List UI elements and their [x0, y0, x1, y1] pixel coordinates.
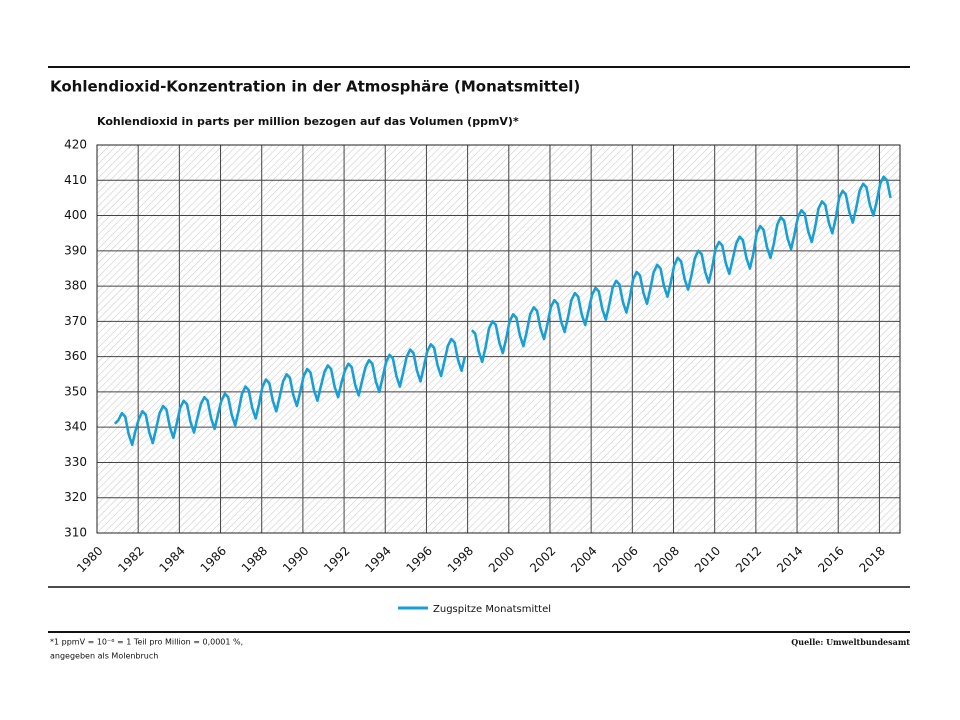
- source: Quelle: Umweltbundesamt: [791, 637, 910, 647]
- x-tick-label: 1998: [445, 544, 476, 575]
- x-tick-label: 2006: [609, 544, 640, 575]
- x-tick-label: 1990: [280, 544, 311, 575]
- chart-title: Kohlendioxid-Konzentration in der Atmosp…: [50, 78, 580, 96]
- x-tick-label: 2014: [774, 544, 805, 575]
- x-tick-label: 2008: [651, 544, 682, 575]
- x-tick-label: 1982: [115, 544, 146, 575]
- x-tick-label: 2012: [733, 544, 764, 575]
- x-tick-label: 2002: [527, 544, 558, 575]
- footnote: angegeben als Molenbruch: [50, 652, 158, 661]
- x-tick-label: 2016: [815, 544, 846, 575]
- y-tick-label: 320: [64, 490, 87, 504]
- x-tick-label: 1992: [321, 544, 352, 575]
- y-tick-label: 380: [64, 279, 87, 293]
- y-tick-label: 310: [64, 526, 87, 540]
- x-tick-label: 2004: [568, 544, 599, 575]
- x-tick-label: 1984: [156, 544, 187, 575]
- y-axis-label: Kohlendioxid in parts per million bezoge…: [97, 115, 519, 128]
- y-tick-label: 330: [64, 455, 87, 469]
- x-tick-label: 2018: [857, 544, 888, 575]
- x-tick-label: 1986: [198, 544, 229, 575]
- y-tick-label: 350: [64, 384, 87, 398]
- x-tick-label: 2010: [692, 544, 723, 575]
- footnote: *1 ppmV = 10⁻⁶ = 1 Teil pro Million = 0,…: [50, 638, 243, 647]
- plot-frame: [96, 144, 901, 534]
- legend-label: Zugspitze Monatsmittel: [433, 604, 551, 615]
- data-line: [113, 175, 892, 447]
- y-tick-label: 390: [64, 243, 87, 257]
- y-tick-label: 410: [64, 173, 87, 187]
- x-tick-label: 1980: [74, 544, 105, 575]
- y-tick-label: 420: [64, 138, 87, 152]
- y-tick-label: 370: [64, 314, 87, 328]
- x-tick-label: 1994: [362, 544, 393, 575]
- y-tick-label: 340: [64, 420, 87, 434]
- y-tick-label: 360: [64, 349, 87, 363]
- x-tick-label: 2000: [486, 544, 517, 575]
- y-tick-label: 400: [64, 208, 87, 222]
- x-tick-label: 1996: [404, 544, 435, 575]
- x-tick-label: 1988: [239, 544, 270, 575]
